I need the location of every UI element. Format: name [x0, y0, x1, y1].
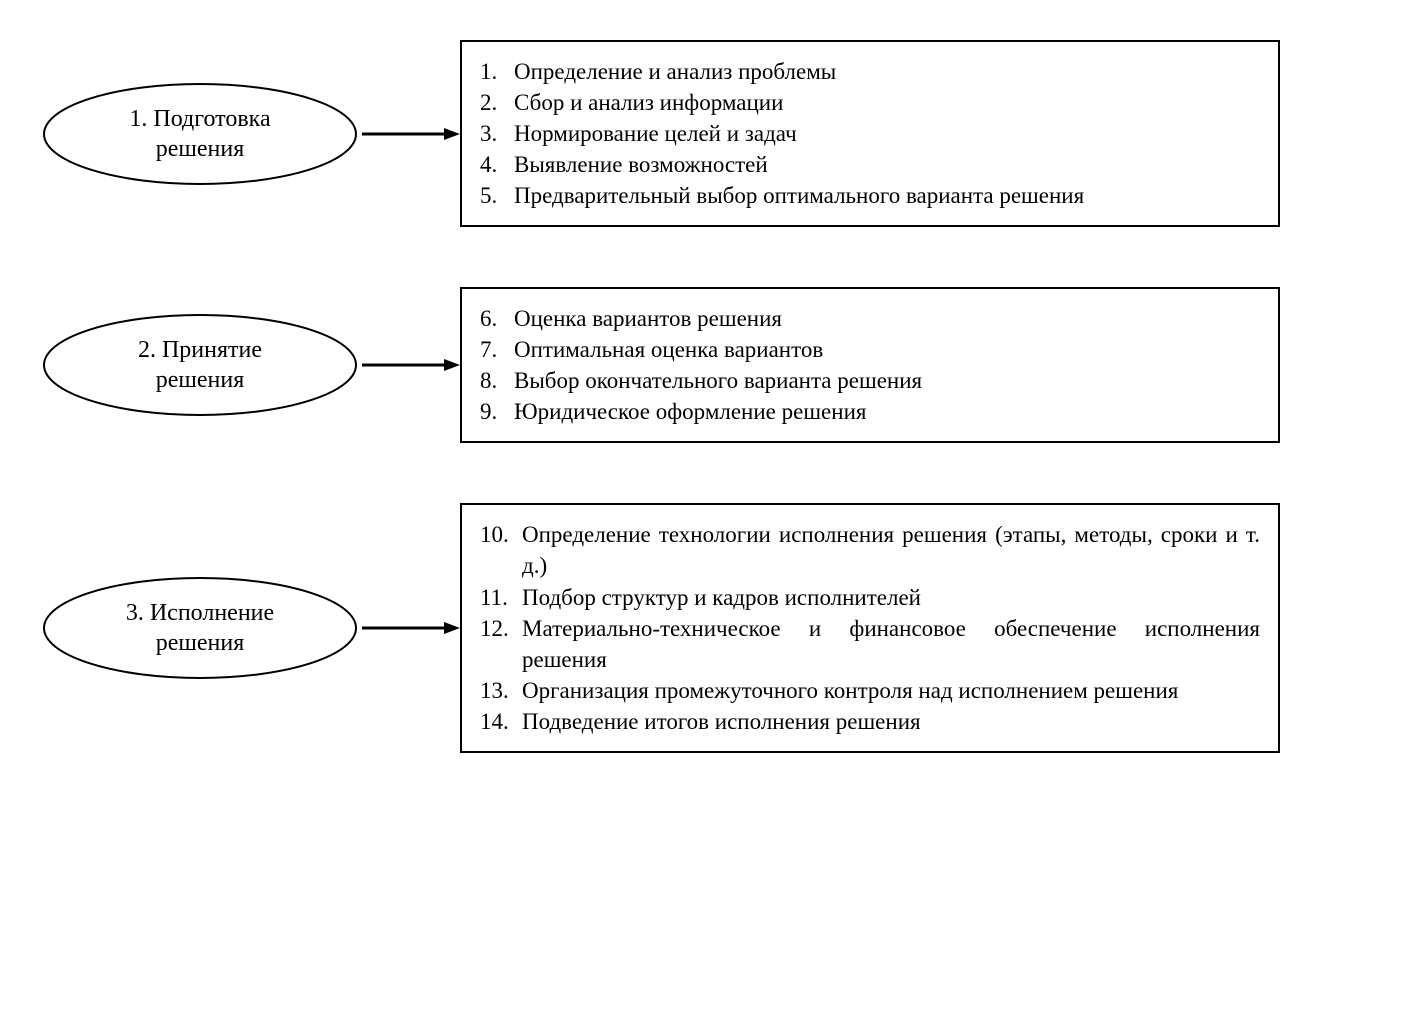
list-item: 1.Определение и анализ проблемы: [480, 56, 1260, 87]
list-item-text: Юридическое оформление решения: [514, 396, 1260, 427]
stage-ellipse-label-1: 1. Подготовка решения: [129, 104, 270, 164]
list-item: 2.Сбор и анализ информации: [480, 87, 1260, 118]
list-item-text: Подбор структур и кадров исполнителей: [522, 582, 1260, 613]
list-item: 13.Организация промежуточного контроля н…: [480, 675, 1260, 706]
list-item: 11.Подбор структур и кадров исполнителей: [480, 582, 1260, 613]
stage-box-1: 1.Определение и анализ проблемы2.Сбор и …: [460, 40, 1280, 227]
list-item-number: 12.: [480, 613, 522, 644]
list-item: 14.Подведение итогов исполнения решения: [480, 706, 1260, 737]
list-item-number: 3.: [480, 118, 514, 149]
list-item-number: 4.: [480, 149, 514, 180]
list-item-text: Подведение итогов исполнения решения: [522, 706, 1260, 737]
stage-box-3: 10.Определение технологии исполнения реш…: [460, 503, 1280, 752]
stage-row-3: 3. Исполнение решения 10.Определение тех…: [40, 503, 1366, 752]
stage-row-2: 2. Принятие решения 6.Оценка вариантов р…: [40, 287, 1366, 443]
list-item-text: Сбор и анализ информации: [514, 87, 1260, 118]
list-item-text: Оценка вариантов решения: [514, 303, 1260, 334]
list-item-number: 7.: [480, 334, 514, 365]
list-item-number: 9.: [480, 396, 514, 427]
list-item-text: Предварительный выбор оптимального вариа…: [514, 180, 1260, 211]
list-item-text: Организация промежуточного контроля над …: [522, 675, 1260, 706]
list-item: 5.Предварительный выбор оптимального вар…: [480, 180, 1260, 211]
list-item-number: 6.: [480, 303, 514, 334]
decision-process-diagram: 1. Подготовка решения 1.Определение и ан…: [40, 40, 1366, 753]
list-item: 4.Выявление возможностей: [480, 149, 1260, 180]
list-item-text: Оптимальная оценка вариантов: [514, 334, 1260, 365]
list-item-text: Определение технологии исполнения решени…: [522, 519, 1260, 581]
list-item-number: 8.: [480, 365, 514, 396]
list-item: 10.Определение технологии исполнения реш…: [480, 519, 1260, 581]
list-item: 6.Оценка вариантов решения: [480, 303, 1260, 334]
list-item-text: Определение и анализ проблемы: [514, 56, 1260, 87]
stage-ellipse-label-3: 3. Исполнение решения: [126, 598, 274, 658]
stage-row-1: 1. Подготовка решения 1.Определение и ан…: [40, 40, 1366, 227]
list-item-text: Материально-техническое и финансовое обе…: [522, 613, 1260, 675]
stage-ellipse-1: 1. Подготовка решения: [40, 79, 360, 189]
list-item-text: Выявление возможностей: [514, 149, 1260, 180]
list-item-number: 1.: [480, 56, 514, 87]
list-item: 8.Выбор окончательного варианта решения: [480, 365, 1260, 396]
list-item: 9.Юридическое оформление решения: [480, 396, 1260, 427]
list-item: 3.Нормирование целей и задач: [480, 118, 1260, 149]
arrow-icon: [360, 124, 460, 144]
list-item-number: 13.: [480, 675, 522, 706]
list-item-text: Выбор окончательного варианта решения: [514, 365, 1260, 396]
stage-ellipse-2: 2. Принятие решения: [40, 310, 360, 420]
list-item-number: 11.: [480, 582, 522, 613]
list-item-number: 14.: [480, 706, 522, 737]
stage-ellipse-label-2: 2. Принятие решения: [138, 335, 262, 395]
stage-ellipse-3: 3. Исполнение решения: [40, 573, 360, 683]
list-item-number: 10.: [480, 519, 522, 550]
list-item-text: Нормирование целей и задач: [514, 118, 1260, 149]
arrow-icon: [360, 355, 460, 375]
list-item: 7.Оптимальная оценка вариантов: [480, 334, 1260, 365]
stage-box-2: 6.Оценка вариантов решения7.Оптимальная …: [460, 287, 1280, 443]
list-item: 12.Материально-техническое и финансовое …: [480, 613, 1260, 675]
list-item-number: 2.: [480, 87, 514, 118]
list-item-number: 5.: [480, 180, 514, 211]
arrow-icon: [360, 618, 460, 638]
